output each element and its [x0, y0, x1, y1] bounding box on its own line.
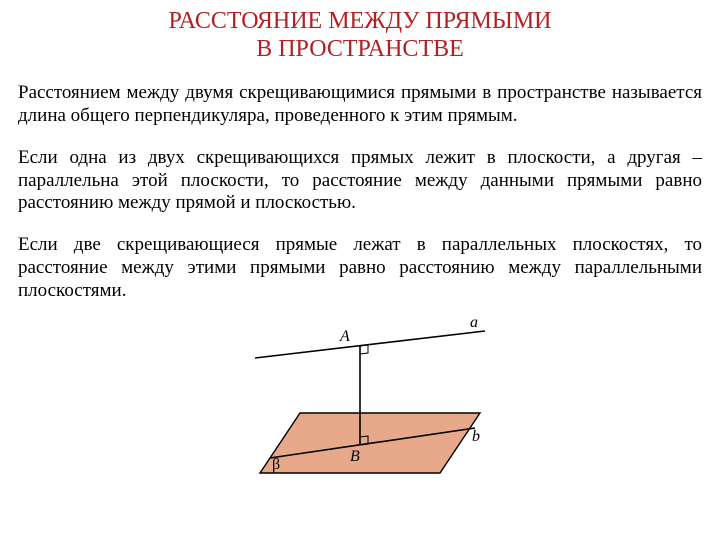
diagram-container: a b A Bβ [18, 313, 702, 493]
title-line-1: РАССТОЯНИЕ МЕЖДУ ПРЯМЫМИ [169, 8, 552, 34]
svg-text:β: β [272, 456, 280, 473]
svg-text:a: a [470, 314, 478, 331]
svg-text:A: A [339, 328, 350, 345]
geometry-diagram: a b A Bβ [210, 313, 510, 493]
svg-text:b: b [472, 428, 480, 445]
paragraph-3: Если две скрещивающиеся прямые лежат в п… [18, 234, 702, 302]
title-line-2: В ПРОСТРАНСТВЕ [256, 36, 464, 62]
paragraph-1: Расстоянием между двумя скрещивающимися … [18, 82, 702, 128]
page-title: РАССТОЯНИЕ МЕЖДУ ПРЯМЫМИ В ПРОСТРАНСТВЕ [18, 8, 702, 63]
svg-text:B: B [350, 448, 360, 465]
paragraph-2: Если одна из двух скрещивающихся прямых … [18, 147, 702, 215]
